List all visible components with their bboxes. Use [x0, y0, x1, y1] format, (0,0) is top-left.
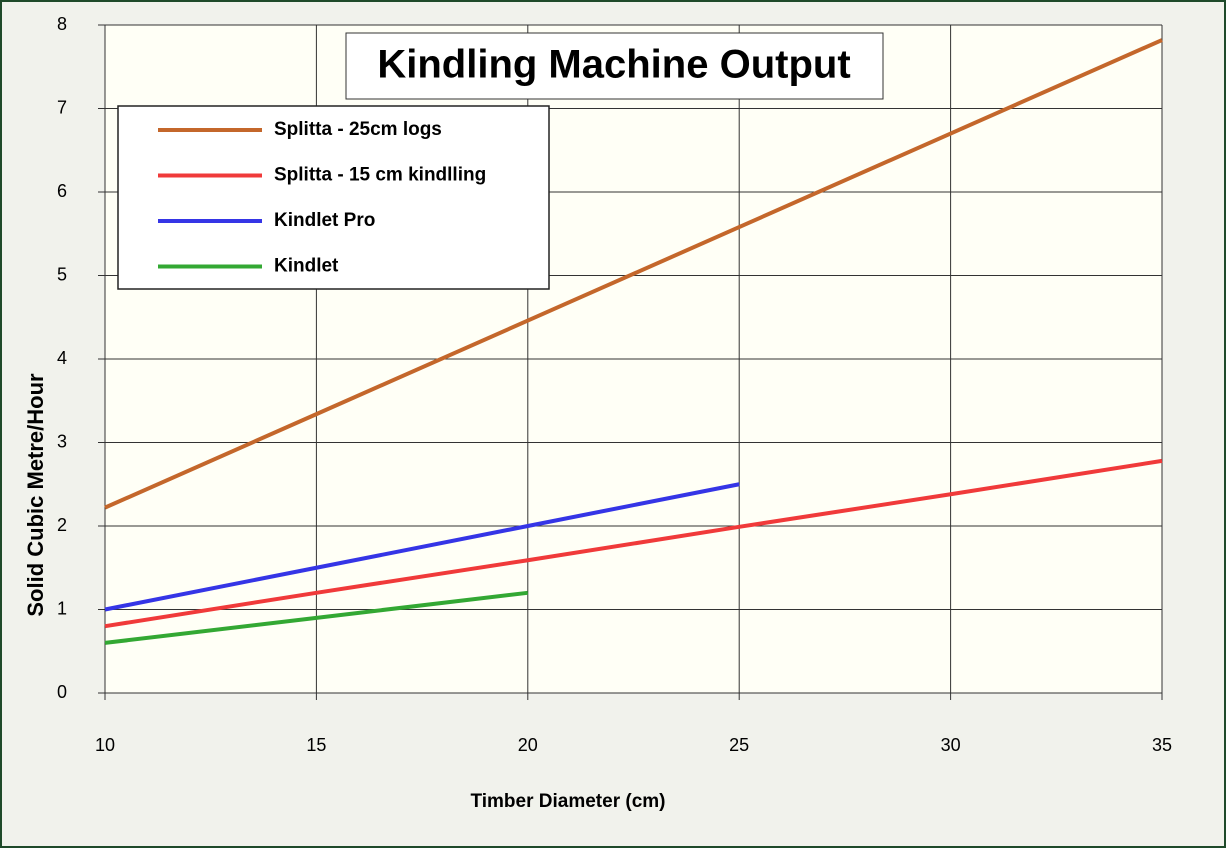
legend-label: Kindlet Pro — [274, 210, 375, 231]
y-tick-label: 3 — [57, 431, 67, 451]
chart-title: Kindling Machine Output — [377, 43, 850, 87]
y-tick-label: 6 — [57, 181, 67, 201]
x-tick-label: 30 — [941, 735, 961, 755]
x-tick-label: 25 — [729, 735, 749, 755]
series-line — [104, 458, 1163, 629]
y-tick-label: 8 — [57, 14, 67, 34]
y-tick-label: 4 — [57, 348, 67, 368]
series-line — [104, 482, 740, 612]
x-tick-label: 10 — [95, 735, 115, 755]
y-tick-label: 1 — [57, 598, 67, 618]
x-tick-label: 15 — [306, 735, 326, 755]
x-tick-label: 35 — [1152, 735, 1172, 755]
x-tick-label: 20 — [518, 735, 538, 755]
legend-box — [117, 105, 550, 290]
x-axis-label: Timber Diameter (cm) — [471, 791, 666, 812]
y-tick-label: 2 — [57, 515, 67, 535]
legend-label: Splitta - 25cm logs — [274, 119, 442, 140]
legend-label: Splitta - 15 cm kindlling — [274, 165, 486, 186]
grid: 0 1 2 3 4 5 6 7 8 10 15 20 25 30 35 — [57, 14, 1172, 755]
title-box — [345, 32, 884, 100]
y-tick-label: 7 — [57, 97, 67, 117]
y-tick-label: 5 — [57, 264, 67, 284]
lines — [104, 38, 1163, 645]
y-tick-label: 0 — [57, 682, 67, 702]
series-line — [104, 38, 1163, 510]
y-axis-label: Solid Cubic Metre/Hour — [23, 373, 48, 617]
legend-label: Kindlet — [274, 256, 339, 277]
legend: Splitta - 25cm logs Splitta - 15 cm kindl… — [117, 105, 550, 290]
series-line — [104, 590, 529, 645]
